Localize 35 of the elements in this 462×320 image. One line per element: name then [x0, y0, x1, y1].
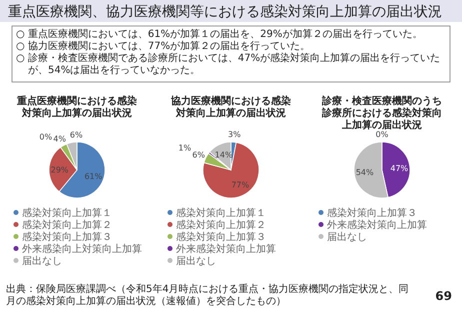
data-label: 47%: [390, 164, 409, 174]
legend-label: 感染対策向上加算３: [327, 207, 417, 219]
legend-label: 届出なし: [176, 255, 216, 267]
text: ○ 重点医療機関においては、61%が加算１の届出を、29%が加算２の届出を行っていた。: [16, 28, 422, 40]
text: ○ 診療・検査医療機関である診療所においては、47%が感染対策向上加算の届出を行っていたが、54%は届出を行っていなかった。: [16, 52, 440, 76]
legend-label: 感染対策向上加算３: [176, 231, 266, 243]
text: ○ 協力医療機関においては、77%が加算２の届出を行っていた。: [16, 40, 310, 52]
legend-label: 届出なし: [327, 231, 367, 243]
data-label: 54%: [356, 168, 374, 177]
data-label: 77%: [231, 180, 250, 190]
text: 0%: [376, 130, 388, 139]
chart-title: 重点医療機関における感染対策向上加算の届出状況: [16, 95, 137, 119]
chart-title: 診療・検査医療機関のうち診療所における感染対策向上加算の届出状況: [321, 95, 442, 131]
data-label: 4%: [53, 134, 66, 144]
data-label: 29%: [50, 165, 69, 174]
data-label: 6%: [192, 150, 206, 160]
legend-label: 感染対策向上加算２: [176, 219, 266, 231]
pie-slice: [202, 142, 260, 198]
text: 0%: [39, 132, 52, 142]
data-label: 1%: [178, 144, 192, 153]
chart-title: 協力医療機関における感染対策向上加算の届出状況: [170, 95, 291, 119]
legend-label: 感染対策向上加算２: [22, 219, 112, 231]
legend-label: 届出なし: [22, 255, 62, 267]
source-note: 出典：保険局医療課調べ（令和5年4月時点における重点・協力医療機関の指定状況と、同月の感染対策向上加算の届出状況（速報値）を突合したもの）: [6, 283, 409, 307]
legend-label: 感染対策向上加算１: [176, 207, 266, 219]
data-label: 3%: [228, 130, 242, 140]
legend-label: 外来感染向上対策向上加算: [22, 243, 142, 255]
data-label: 6%: [70, 130, 83, 140]
legend-label: 外来感染対策向上加算: [176, 243, 276, 255]
data-label: 61%: [84, 172, 103, 181]
legend-label: 感染対策向上加算３: [22, 231, 112, 243]
legend-label: 外来感染対策向上加算: [327, 219, 427, 231]
text: 69: [435, 289, 452, 303]
legend-label: 感染対策向上加算１: [22, 207, 112, 219]
text: 重点医療機関、協力医療機関等における感染対策向上加算の届出状況: [8, 4, 442, 20]
